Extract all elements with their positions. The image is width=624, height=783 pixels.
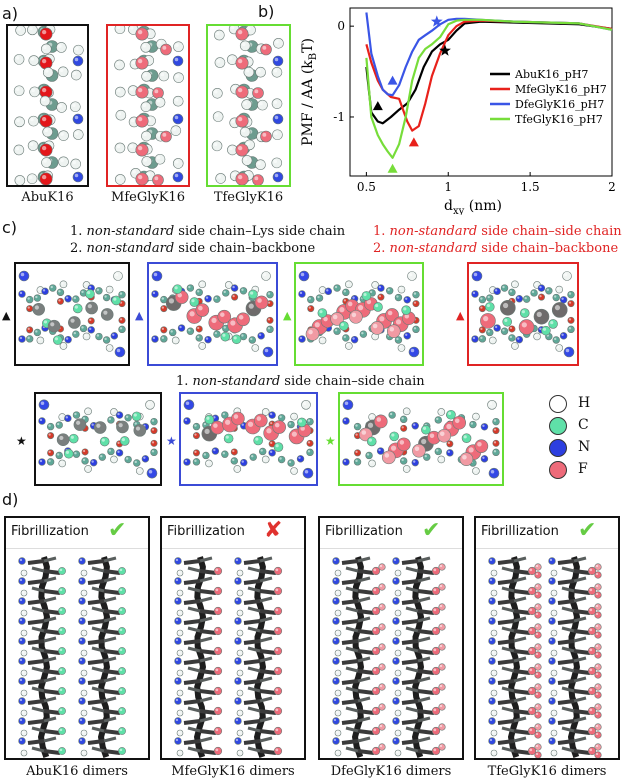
caption-mfe: MfeGlyK16 xyxy=(111,190,185,205)
star-marker-green: ★ xyxy=(325,434,336,448)
molecule-mfe-render xyxy=(114,26,184,185)
x-tick-label: 2 xyxy=(608,180,616,194)
caption-dfe-dimers: DfeGlyK16 dimers xyxy=(330,764,452,779)
plot-frame xyxy=(349,7,613,177)
y-axis-label: PMF / AA (kBT) xyxy=(300,38,319,146)
legend-label: DfeGlyK16_pH7 xyxy=(515,98,604,111)
panel-label-d: d) xyxy=(2,490,19,509)
fib-bar-abu: Fibrillization ✔ xyxy=(6,518,148,549)
snapshot-r2-blue xyxy=(179,392,318,486)
x-tick-label: 1.5 xyxy=(521,180,540,194)
fib-label-abu: Fibrillization xyxy=(11,524,89,539)
snapshot-r1-black xyxy=(14,262,130,366)
caption-abu: AbuK16 xyxy=(21,190,74,205)
check-icon: ✔ xyxy=(108,518,127,543)
check-icon: ✔ xyxy=(422,518,441,543)
atom-legend-H: H xyxy=(548,394,618,414)
fib-label-mfe: Fibrillization xyxy=(167,524,245,539)
x-tick-label: 1 xyxy=(444,180,452,194)
snapshot-r2-green xyxy=(338,392,504,486)
dimer-frame-abu: Fibrillization ✔ xyxy=(4,516,150,760)
atom-legend-C: C xyxy=(548,416,618,436)
snapshot-r1-red xyxy=(467,262,579,366)
y-tick-label: 0 xyxy=(337,19,345,33)
caption-tfe-dimers: TfeGlyK16 dimers xyxy=(487,764,607,779)
triangle-marker-red: ▲ xyxy=(456,309,465,322)
c-black-line-1: 1. non-standard side chain–Lys side chai… xyxy=(70,224,346,239)
triangle-marker xyxy=(387,75,398,85)
molecule-abu-render xyxy=(13,26,84,185)
atom-legend-label: N xyxy=(578,439,591,455)
atom-swatch-C xyxy=(549,417,567,435)
legend-label: MfeGlyK16_pH7 xyxy=(515,83,607,96)
triangle-marker-green: ▲ xyxy=(283,309,292,322)
triangle-marker-black: ▲ xyxy=(2,309,11,322)
star-marker xyxy=(430,15,443,27)
fib-bar-tfe: Fibrillization ✔ xyxy=(476,518,618,549)
atom-swatch-F xyxy=(549,461,567,479)
atom-legend-label: F xyxy=(578,461,588,477)
panel-label-b: b) xyxy=(258,2,275,21)
atom-legend-label: H xyxy=(578,395,591,411)
fib-label-tfe: Fibrillization xyxy=(481,524,559,539)
star-marker xyxy=(439,44,451,56)
molecule-tfe-render xyxy=(211,26,284,185)
star-marker-blue: ★ xyxy=(166,434,177,448)
snapshot-r1-blue xyxy=(147,262,278,366)
atom-legend-F: F xyxy=(548,460,618,480)
x-tick-label: 0.5 xyxy=(357,180,376,194)
c-black-line-2: 2. non-standard side chain–backbone xyxy=(70,241,316,256)
pmf-chart: 0.5 1 1.5 2 0 -1 dxy (nm) PMF / AA (kBT) AbuK16_… xyxy=(300,7,616,215)
c-red-line-2: 2. non-standard side chain–backbone xyxy=(373,241,619,256)
caption-mfe-dimers: MfeGlyK16 dimers xyxy=(171,764,295,779)
caption-tfe: TfeGlyK16 xyxy=(213,190,284,205)
snapshot-r1-green xyxy=(294,262,424,366)
triangle-marker xyxy=(408,137,419,147)
atom-swatch-H xyxy=(549,395,567,413)
caption-abu-dimers: AbuK16 dimers xyxy=(26,764,128,779)
molecule-frame-mfe xyxy=(106,24,190,187)
cross-icon: ✘ xyxy=(264,518,283,543)
c-row2-line: 1. non-standard side chain–side chain xyxy=(176,374,425,389)
panel-label-c: c) xyxy=(2,218,18,237)
dimer-frame-mfe: Fibrillization ✘ xyxy=(160,516,306,760)
atom-legend-label: C xyxy=(578,417,589,433)
star-marker-black: ★ xyxy=(16,434,27,448)
molecule-frame-tfe xyxy=(206,24,291,187)
fib-bar-mfe: Fibrillization ✘ xyxy=(162,518,304,549)
atom-legend-N: N xyxy=(548,438,618,458)
series-line-TfeGlyK16_pH7 xyxy=(365,18,613,159)
molecule-frame-abu xyxy=(6,24,89,187)
legend-label: AbuK16_pH7 xyxy=(514,68,588,81)
dimer-frame-tfe: Fibrillization ✔ xyxy=(474,516,620,760)
snapshot-r2-black xyxy=(34,392,162,486)
c-red-line-1: 1. non-standard side chain–side chain xyxy=(373,224,622,239)
fib-label-dfe: Fibrillization xyxy=(325,524,403,539)
check-icon: ✔ xyxy=(578,518,597,543)
y-tick-label: -1 xyxy=(333,110,345,124)
legend-label: TfeGlyK16_pH7 xyxy=(515,113,603,126)
dimer-frame-dfe: Fibrillization ✔ xyxy=(318,516,464,760)
atom-swatch-N xyxy=(549,439,567,457)
fib-bar-dfe: Fibrillization ✔ xyxy=(320,518,462,549)
x-axis-label: dxy (nm) xyxy=(444,198,502,215)
triangle-marker-blue: ▲ xyxy=(135,309,144,322)
triangle-marker xyxy=(372,101,383,111)
panel-label-a: a) xyxy=(2,4,19,23)
triangle-marker xyxy=(387,163,398,173)
